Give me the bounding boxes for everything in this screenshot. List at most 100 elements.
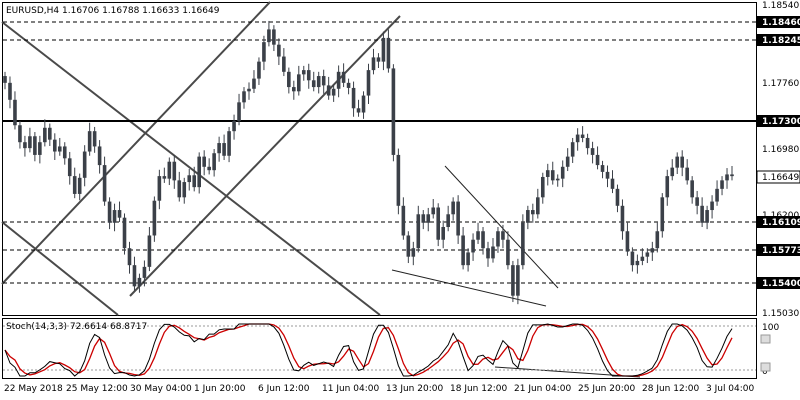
level-tag: 1.17300 [762,117,800,127]
candle-body [97,146,102,166]
candle-body [640,256,645,261]
candle-body [296,74,301,92]
candle-body [102,165,107,202]
candle-body [187,175,192,183]
candle-body [212,153,216,171]
trendline [391,269,547,307]
candle-body [341,71,346,83]
candle-body [396,154,401,206]
candle-body [451,201,455,215]
candle-body [137,277,142,287]
candle-body [48,127,52,140]
candle-body [38,142,42,155]
candle-body [316,76,321,88]
time-tick: 22 May 2018 [4,384,63,394]
time-tick: 28 Jun 12:00 [642,384,699,394]
candle-body [610,178,615,189]
candle-body [496,231,500,247]
candle-body [550,170,555,181]
wedge-lines [391,165,641,378]
candle-body [386,37,391,69]
trendline [129,15,401,297]
price-tick: 1.15030 [762,309,799,319]
candle-body [590,148,595,155]
candle-body [92,131,97,147]
candle-body [655,231,660,249]
candle-body [277,44,281,57]
candle-body [481,231,485,249]
candle-body [531,210,535,215]
chart-ohlc: 1.16706 1.16788 1.16633 1.16649 [62,6,220,16]
trendline [444,165,559,289]
candle-body [521,222,525,266]
level-tag: 1.18460 [762,18,800,28]
candle-body [431,207,436,215]
candle-body [177,180,182,198]
candle-body [127,248,132,266]
time-tick: 1 Jun 20:00 [194,384,246,394]
candle-body [545,170,550,177]
candle-body [501,231,505,240]
candle-body [3,76,7,83]
candle-body [72,176,77,194]
level-tag: 1.15773 [762,246,800,256]
level-tag: 1.18245 [762,36,800,46]
candle-body [257,61,261,79]
candle-body [466,252,470,266]
price-tick: 1.17760 [762,79,799,89]
candle-body [381,37,386,62]
candle-body [580,134,585,138]
candle-body [152,200,157,236]
candle-body [366,70,371,96]
candle-body [371,57,376,71]
price-tick: 1.16980 [762,145,799,155]
candle-body [346,82,351,88]
candle-body [122,217,127,249]
candle-body [421,214,426,223]
current-price-tag-bg [756,170,800,184]
candle-body [8,82,12,100]
candle-body [540,176,545,198]
candle-body [157,176,162,201]
candle-body [252,78,256,89]
candle-body [77,177,82,194]
candle-body [361,95,366,113]
candle-body [376,57,381,62]
price-tick: 1.18540 [762,1,799,11]
trendline [1,221,119,316]
candle-body [227,131,231,156]
candle-body [217,143,221,154]
trendline [1,1,271,285]
candle-body [600,165,605,172]
time-tick: 11 Jun 04:00 [322,384,379,394]
candle-body [730,174,734,177]
level-tag-bg [757,216,800,228]
indicator-label: Stoch(14,3,3) 72.6614 68.8717 [6,322,147,332]
candle-body [695,197,699,206]
candle-body [82,151,87,178]
stoch-tick: 100 [762,323,779,333]
time-tick: 25 May 12:00 [66,384,128,394]
candle-body [416,214,421,249]
candle-body [725,174,729,181]
candle-body [321,76,326,86]
candle-body [62,146,67,159]
candle-body [267,29,271,43]
candle-body [401,205,406,236]
candle-body [620,205,625,232]
candle-body [107,201,112,223]
level-tag-bg [757,34,800,46]
candle-body [446,214,450,228]
level-tag-bg [757,16,800,28]
candle-body [715,188,719,202]
candle-body [476,231,480,240]
candle-body [705,210,709,223]
candle-body [675,156,680,168]
candle-body [471,239,475,253]
stoch-marker [760,362,771,372]
candle-body [665,176,670,198]
candle-body [411,248,416,257]
candle-body [336,71,341,89]
candle-body [680,156,685,168]
